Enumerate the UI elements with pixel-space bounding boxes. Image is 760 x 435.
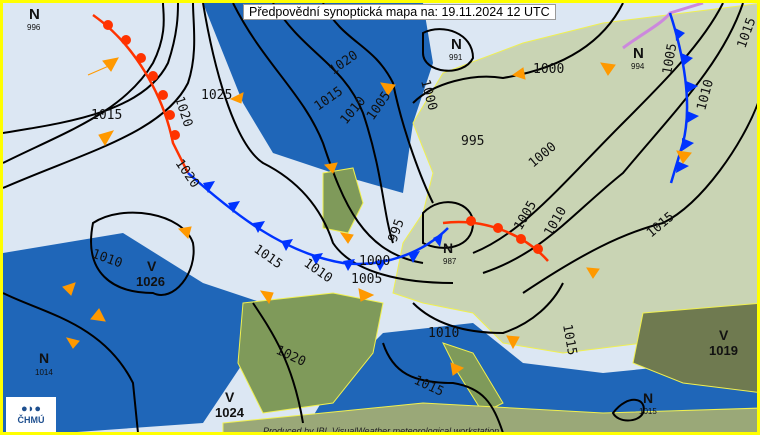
svg-text:996: 996	[27, 23, 41, 32]
credit-text: Produced by IBL VisualWeather meteorolog…	[263, 426, 500, 435]
isobar-label: 1000	[359, 254, 390, 269]
chmu-logo: ●◗● ČHMÚ	[6, 397, 56, 432]
europe-land	[392, 3, 757, 354]
isobar-label: 1005	[660, 42, 680, 75]
svg-text:N: N	[633, 45, 644, 62]
isobar-label: 995	[461, 134, 484, 149]
iberia-land	[237, 292, 384, 414]
north-africa-land	[222, 402, 757, 432]
svg-text:1015: 1015	[639, 407, 657, 416]
north-atlantic-sea	[203, 3, 433, 193]
cold-front-west	[187, 172, 449, 266]
cold-front-east-symbols	[675, 28, 699, 173]
isobar-label: 1020	[171, 95, 195, 129]
svg-text:1024: 1024	[215, 405, 245, 420]
svg-text:N: N	[39, 350, 49, 366]
logo-mark: ●◗●	[21, 403, 41, 415]
isobar-label: 1000	[533, 62, 564, 77]
logo-text: ČHMÚ	[17, 415, 45, 425]
cold-front-east	[668, 12, 689, 184]
svg-text:V: V	[719, 327, 729, 343]
low-center: N 1014	[35, 350, 53, 377]
svg-text:1026: 1026	[136, 274, 165, 289]
isobar-label: 1025	[201, 88, 232, 103]
svg-text:N: N	[451, 36, 462, 53]
turkey-land	[632, 302, 757, 393]
atlantic-sea	[3, 233, 263, 432]
svg-text:V: V	[147, 258, 157, 274]
isobar-label: 1020	[172, 157, 202, 191]
wind-arrows	[62, 57, 692, 376]
svg-text:V: V	[225, 389, 235, 405]
svg-text:N: N	[29, 6, 40, 23]
isobar-label: 1015	[559, 323, 579, 356]
isobar-label: 1005	[351, 272, 382, 287]
svg-text:1019: 1019	[709, 343, 738, 358]
warm-front-west-symbols	[103, 20, 180, 140]
svg-text:1014: 1014	[35, 368, 53, 377]
svg-text:991: 991	[449, 53, 463, 62]
warm-front-central-symbols	[466, 216, 543, 254]
isobar-label: 1015	[91, 108, 122, 123]
svg-text:N: N	[643, 390, 653, 406]
cold-front-west-symbols	[203, 181, 443, 271]
map-canvas: 1015 1020 1025 1020 1020 1015 1010 1005 …	[3, 3, 757, 432]
svg-text:994: 994	[631, 62, 645, 71]
svg-text:N: N	[443, 240, 453, 256]
map-title: Předpovědní synoptická mapa na: 19.11.20…	[243, 4, 556, 20]
land-areas	[222, 3, 757, 432]
isobar-label: 1010	[428, 326, 459, 341]
svg-text:987: 987	[443, 257, 457, 266]
isobar-label: 1015	[251, 242, 285, 272]
